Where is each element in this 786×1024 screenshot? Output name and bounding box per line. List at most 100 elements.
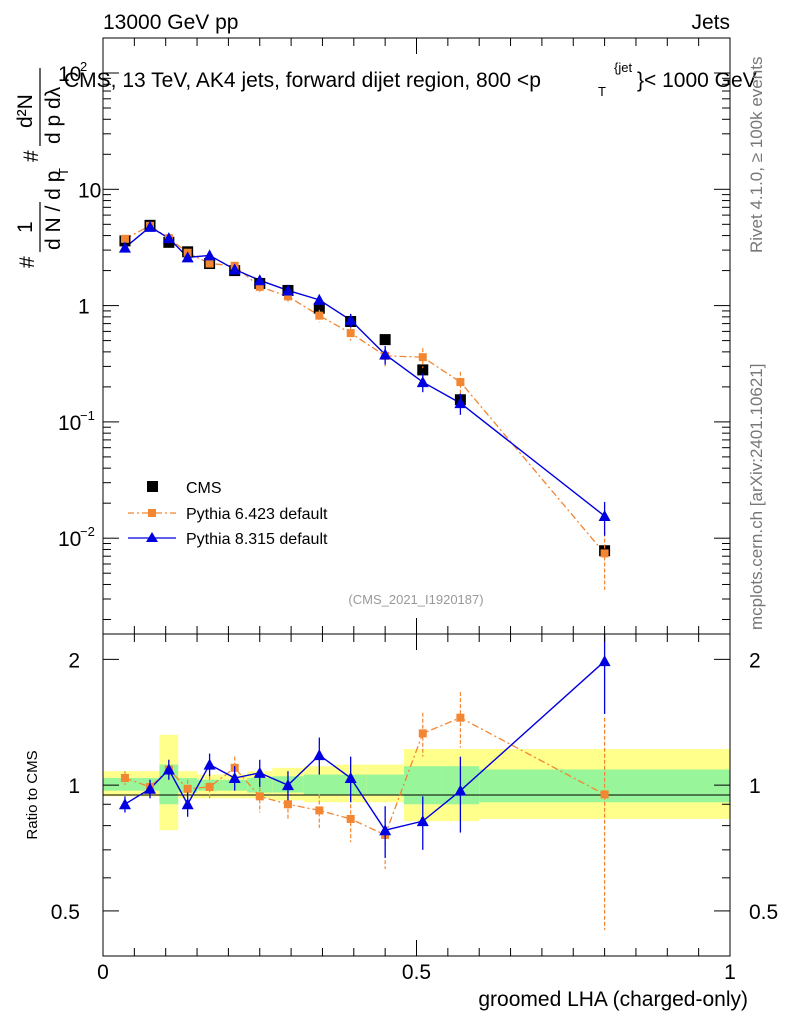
pythia8-point: [118, 241, 131, 253]
pythia6-point: [283, 292, 292, 301]
pythia8-line: [124, 226, 606, 517]
ratio-pythia8-point: [144, 782, 157, 794]
pythia8-point: [379, 348, 392, 360]
pythia8-point: [253, 274, 266, 286]
ratio-pythia8-point: [253, 766, 266, 778]
ratio-y-tick-label-left: 0.5: [51, 901, 80, 924]
legend-py8-marker: [146, 532, 158, 542]
ratio-pythia6-point: [283, 800, 292, 809]
title-end: }< 1000 GeV: [637, 69, 757, 92]
pythia8-point: [416, 376, 429, 388]
legend: CMS Pythia 6.423 default Pythia 8.315 de…: [128, 480, 328, 548]
ratio-pythia6-point: [120, 774, 129, 783]
ratio-pythia8-point: [598, 655, 611, 667]
ylabel-d2N: d²N: [14, 94, 37, 128]
ratio-y-tick-label-left: 1: [68, 775, 80, 798]
pythia6-line: [124, 225, 606, 554]
analysis-id: (CMS_2021_I1920187): [348, 592, 483, 607]
cms-point: [313, 302, 325, 314]
ylabel-dpt-dl: d p dλ: [42, 86, 65, 144]
y-tick-label: 10: [58, 412, 81, 435]
ratio-pythia6-point: [418, 729, 427, 738]
pythia8-point: [181, 251, 194, 263]
y-tick-label: 10: [58, 528, 81, 551]
ratio-y-tick-label-right: 2: [749, 649, 761, 672]
ratio-pythia6-point: [205, 782, 214, 791]
pythia8-point: [203, 249, 216, 261]
title-main: CMS, 13 TeV, AK4 jets, forward dijet reg…: [64, 69, 541, 92]
y-tick-label: 10: [58, 63, 81, 86]
ratio-pythia8-point: [379, 824, 392, 836]
rivet-label: Rivet 4.1.0, ≥ 100k events: [747, 57, 766, 253]
ratio-pythia8-line: [124, 660, 606, 832]
pythia8-point: [598, 510, 611, 522]
ratio-pythia6-point: [183, 784, 192, 793]
ratio-pythia8-point: [281, 779, 294, 791]
ratio-pythia8-point: [228, 772, 241, 784]
ylabel-sub-T: T: [56, 168, 71, 176]
pythia6-point: [315, 311, 324, 320]
y-tick-exponent: 2: [80, 59, 87, 74]
title-subscript: T: [598, 84, 606, 99]
ratio-pythia6-point: [600, 790, 609, 799]
ratio-pythia8-point: [162, 763, 175, 775]
legend-py6-label: Pythia 6.423 default: [186, 506, 328, 523]
ratio-pythia8-point: [344, 772, 357, 784]
ratio-pythia8-point: [203, 758, 216, 770]
ratio-pythia8-point: [181, 798, 194, 810]
pythia6-point: [418, 353, 427, 362]
ratio-pythia8-point: [118, 798, 131, 810]
pythia6-point: [600, 549, 609, 558]
pythia8-point: [454, 397, 467, 409]
x-tick-label: 1: [724, 961, 736, 984]
pythia6-point: [346, 329, 355, 338]
x-tick-label: 0.5: [402, 961, 431, 984]
ratio-y-tick-label-left: 2: [68, 649, 80, 672]
x-axis-label: groomed LHA (charged-only): [478, 988, 748, 1011]
ratio-pythia6-point: [346, 814, 355, 823]
category-label: Jets: [691, 11, 730, 34]
pythia6-point: [120, 234, 129, 243]
ratio-pythia8-point: [416, 815, 429, 827]
energy-label: 13000 GeV pp: [103, 11, 238, 34]
ratio-band-inner: [366, 774, 404, 795]
pythia8-point: [313, 293, 326, 305]
y-tick-label: 10: [78, 179, 101, 202]
ylabel-dN: d N / d p: [42, 171, 65, 250]
ratio-series-group: [118, 634, 611, 931]
main-y-axis-label: # 1 d N / d p T # d²N d p dλ: [14, 68, 71, 268]
ratio-pythia8-point: [313, 749, 326, 761]
y-tick-label: 1: [78, 296, 90, 319]
ylabel-one: 1: [14, 221, 37, 233]
pythia6-point: [456, 378, 465, 387]
plot-title: CMS, 13 TeV, AK4 jets, forward dijet reg…: [64, 60, 757, 99]
ratio-y-tick-label-right: 1: [749, 775, 761, 798]
ratio-pythia6-point: [315, 806, 324, 815]
pythia8-point: [144, 220, 157, 232]
pythia6-point: [205, 259, 214, 268]
ratio-pythia6-point: [255, 792, 264, 801]
x-tick-label: 0: [97, 961, 109, 984]
cms-point: [417, 364, 429, 376]
pythia6-point: [255, 282, 264, 291]
legend-cms-marker: [147, 481, 158, 492]
legend-py6-marker: [148, 509, 156, 517]
pythia8-point: [344, 314, 357, 326]
ratio-y-axis-label: Ratio to CMS: [24, 750, 41, 839]
ratio-ticks: 0 0.5 1 0.5 0.5 1 1 2 2: [51, 634, 778, 984]
legend-cms-label: CMS: [186, 480, 222, 497]
ratio-pythia8-point: [454, 784, 467, 796]
main-series-group: [118, 219, 611, 590]
y-tick-exponent: −1: [80, 408, 95, 423]
mcplots-label: mcplots.cern.ch [arXiv:2401.10621]: [747, 364, 766, 630]
y-tick-exponent: −2: [80, 524, 95, 539]
legend-py8-label: Pythia 8.315 default: [186, 531, 328, 548]
pythia8-point: [228, 263, 241, 275]
ylabel-hash-1: #: [16, 256, 39, 268]
pythia8-point: [281, 284, 294, 296]
pythia8-point: [162, 232, 175, 244]
ratio-band-inner: [103, 778, 141, 791]
title-superscript: {jet: [614, 60, 632, 75]
